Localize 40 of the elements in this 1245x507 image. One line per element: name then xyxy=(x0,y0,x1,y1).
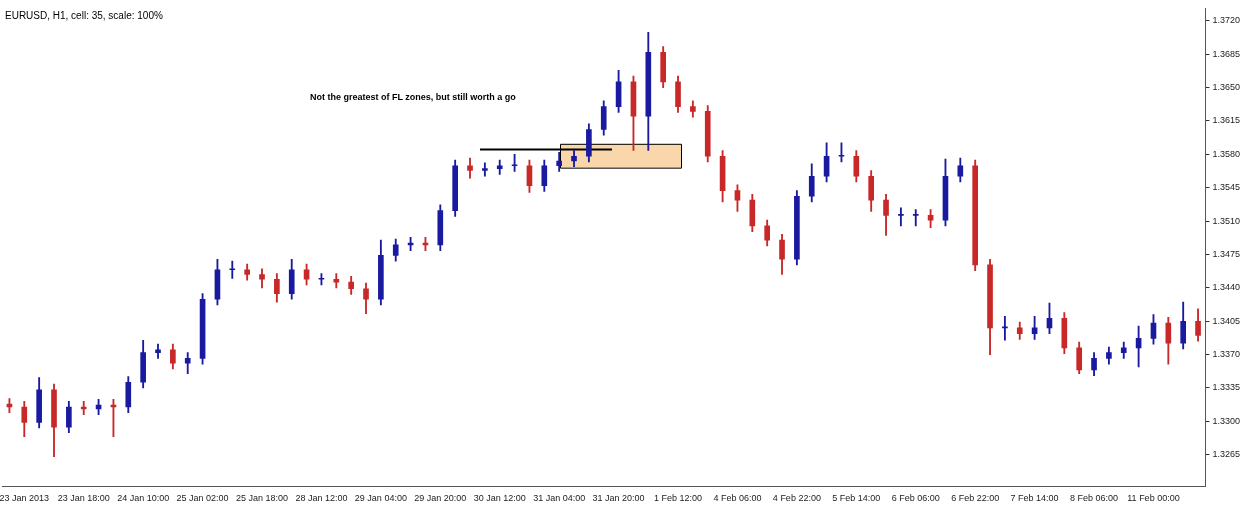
y-tick-label: 1.3720 xyxy=(1212,15,1240,26)
x-tick-label: 30 Jan 12:00 xyxy=(473,493,526,504)
y-tick-label: 1.3405 xyxy=(1212,315,1240,326)
x-tick-label: 25 Jan 18:00 xyxy=(235,493,289,504)
candlestick xyxy=(229,260,236,279)
candlestick xyxy=(912,209,919,227)
candlestick xyxy=(511,153,518,172)
x-tick-label: 29 Jan 04:00 xyxy=(354,493,407,504)
x-tick-label: 23 Jan 2013 xyxy=(0,493,50,504)
x-tick-label: 6 Feb 06:00 xyxy=(891,493,940,504)
y-tick-label: 1.3615 xyxy=(1212,115,1240,126)
y-tick-label: 1.3580 xyxy=(1212,148,1240,159)
y-tick-label: 1.3300 xyxy=(1212,415,1240,426)
x-tick-label: 6 Feb 22:00 xyxy=(951,493,1000,504)
y-tick-label: 1.3440 xyxy=(1212,282,1240,293)
candlestick xyxy=(898,207,904,227)
x-tick-label: 24 Jan 10:00 xyxy=(117,493,170,504)
x-tick-label: 4 Feb 06:00 xyxy=(713,493,762,504)
x-tick-label: 31 Jan 04:00 xyxy=(533,493,586,504)
x-tick-label: 31 Jan 20:00 xyxy=(592,493,645,504)
x-tick-label: 8 Feb 06:00 xyxy=(1070,493,1119,504)
y-tick-label: 1.3685 xyxy=(1212,48,1240,59)
annotation: Not the greatest of FL zones, but still worth a go xyxy=(310,91,517,102)
x-tick-label: 7 Feb 14:00 xyxy=(1010,493,1059,504)
x-tick-label: 5 Feb 14:00 xyxy=(832,493,881,504)
y-tick-label: 1.3475 xyxy=(1212,248,1240,259)
x-tick-label: 25 Jan 02:00 xyxy=(176,493,229,504)
x-tick-label: 1 Feb 12:00 xyxy=(654,493,703,504)
x-tick-label: 11 Feb 00:00 xyxy=(1127,493,1180,504)
y-tick-label: 1.3510 xyxy=(1212,215,1240,226)
y-tick-label: 1.3650 xyxy=(1212,82,1240,93)
y-tick-label: 1.3545 xyxy=(1212,182,1240,193)
y-tick-label: 1.3265 xyxy=(1212,449,1240,460)
x-tick-label: 4 Feb 22:00 xyxy=(772,493,821,504)
x-tick-label: 29 Jan 20:00 xyxy=(414,493,467,504)
chart-title: EURUSD, H1, cell: 35, scale: 100% xyxy=(5,10,163,22)
x-tick-label: 23 Jan 18:00 xyxy=(57,493,110,504)
y-tick-label: 1.3370 xyxy=(1212,349,1240,360)
y-tick-label: 1.3335 xyxy=(1212,382,1240,393)
x-tick-label: 28 Jan 12:00 xyxy=(295,493,348,504)
